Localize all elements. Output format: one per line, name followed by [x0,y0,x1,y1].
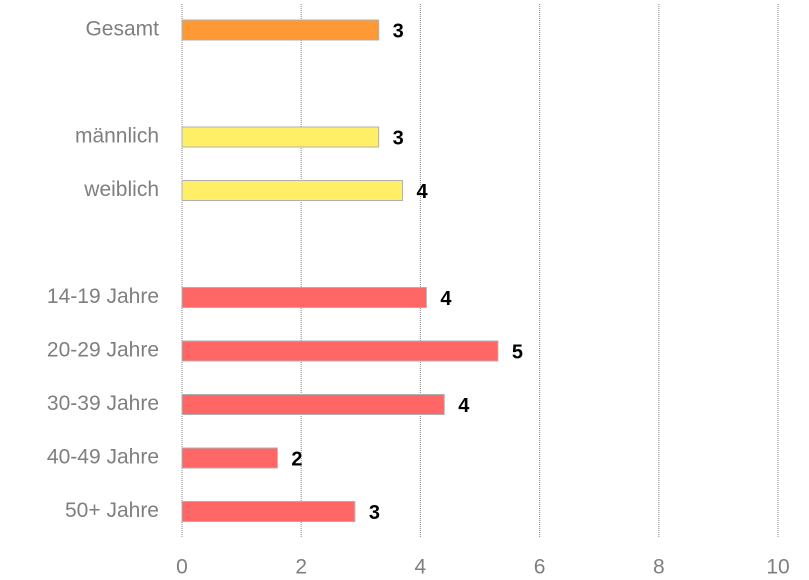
value-label: 3 [393,127,404,149]
y-tick-label: weiblich [83,178,159,201]
value-label: 4 [440,288,452,310]
bar [181,501,356,522]
y-tick-label: 30-39 Jahre [47,392,159,415]
bar [181,19,380,41]
value-label: 4 [458,395,470,417]
y-tick-label: 50+ Jahre [65,499,159,522]
y-tick-label: 14-19 Jahre [47,285,159,308]
value-label: 2 [291,448,302,470]
x-tick-label: 0 [176,556,188,579]
y-tick-label: männlich [75,125,159,148]
x-tick-label: 8 [653,556,665,579]
x-tick-label: 6 [534,556,546,579]
x-tick-label: 4 [415,556,427,579]
x-tick-label: 2 [295,556,307,579]
y-tick-label: Gesamt [85,18,159,41]
value-label: 5 [512,341,523,363]
x-tick-label: 10 [766,556,789,579]
value-label: 3 [393,20,404,42]
y-tick-label: 20-29 Jahre [47,339,159,362]
value-label: 3 [369,502,380,524]
y-tick-label: 40-49 Jahre [47,446,159,469]
bar [181,126,380,148]
bar [181,447,278,469]
bar [181,287,427,308]
bar [181,394,445,415]
bar [181,340,499,362]
value-label: 4 [417,181,429,203]
bar [181,180,404,201]
